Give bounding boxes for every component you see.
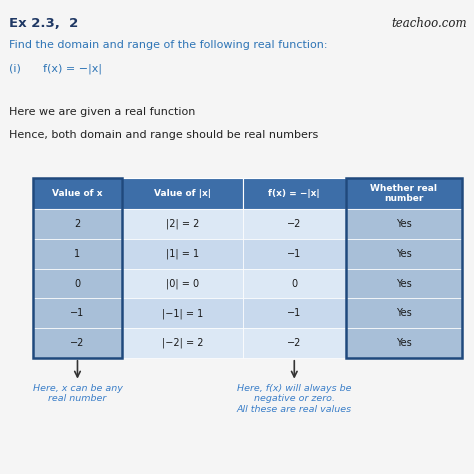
Text: |−2| = 2: |−2| = 2 — [162, 338, 203, 348]
Text: 1: 1 — [74, 249, 81, 259]
Bar — [33, 210, 122, 239]
Bar — [243, 239, 346, 269]
Text: −2: −2 — [287, 219, 301, 229]
Bar — [33, 299, 122, 328]
Text: 0: 0 — [74, 279, 81, 289]
Text: 0: 0 — [291, 279, 297, 289]
Bar — [33, 239, 122, 269]
Text: −2: −2 — [70, 338, 85, 348]
Bar — [122, 299, 243, 328]
Bar — [243, 269, 346, 299]
Text: Ex 2.3,  2: Ex 2.3, 2 — [9, 17, 79, 29]
Text: Hence, both domain and range should be real numbers: Hence, both domain and range should be r… — [9, 130, 319, 140]
Text: (i): (i) — [9, 64, 21, 74]
Bar — [122, 239, 243, 269]
Text: Here, x can be any
real number: Here, x can be any real number — [33, 384, 122, 403]
Text: |0| = 0: |0| = 0 — [166, 278, 199, 289]
Bar — [243, 210, 346, 239]
Text: Here we are given a real function: Here we are given a real function — [9, 107, 196, 117]
Text: Here, f(x) will always be
negative or zero.
All these are real values: Here, f(x) will always be negative or ze… — [237, 384, 352, 414]
Text: |2| = 2: |2| = 2 — [166, 219, 199, 229]
Text: −1: −1 — [287, 249, 301, 259]
Bar — [346, 269, 462, 299]
Text: |1| = 1: |1| = 1 — [166, 248, 199, 259]
Bar — [346, 239, 462, 269]
Bar — [122, 269, 243, 299]
Text: Value of x: Value of x — [52, 189, 103, 198]
Text: f(x) = −|x|: f(x) = −|x| — [43, 64, 101, 74]
Bar — [346, 328, 462, 358]
Bar — [243, 178, 346, 210]
Text: −1: −1 — [287, 308, 301, 318]
Bar — [122, 210, 243, 239]
Text: Whether real
number: Whether real number — [370, 184, 438, 203]
Text: Yes: Yes — [396, 219, 412, 229]
Text: Yes: Yes — [396, 279, 412, 289]
Bar — [346, 178, 462, 210]
Bar — [33, 178, 122, 358]
Text: f(x) = −|x|: f(x) = −|x| — [268, 189, 320, 198]
Text: teachoo.com: teachoo.com — [391, 17, 467, 29]
Bar — [346, 299, 462, 328]
Text: −2: −2 — [287, 338, 301, 348]
Bar — [243, 299, 346, 328]
Text: Yes: Yes — [396, 308, 412, 318]
Bar — [243, 328, 346, 358]
Text: Value of |x|: Value of |x| — [154, 189, 211, 198]
Bar — [33, 328, 122, 358]
Text: Yes: Yes — [396, 338, 412, 348]
Text: Find the domain and range of the following real function:: Find the domain and range of the followi… — [9, 40, 328, 50]
Bar — [346, 178, 462, 358]
Text: −1: −1 — [70, 308, 84, 318]
Bar — [122, 178, 243, 210]
Bar — [122, 328, 243, 358]
Bar — [346, 210, 462, 239]
Text: 2: 2 — [74, 219, 81, 229]
Text: |−1| = 1: |−1| = 1 — [162, 308, 203, 319]
Bar — [33, 178, 122, 210]
Bar — [33, 269, 122, 299]
Text: Yes: Yes — [396, 249, 412, 259]
